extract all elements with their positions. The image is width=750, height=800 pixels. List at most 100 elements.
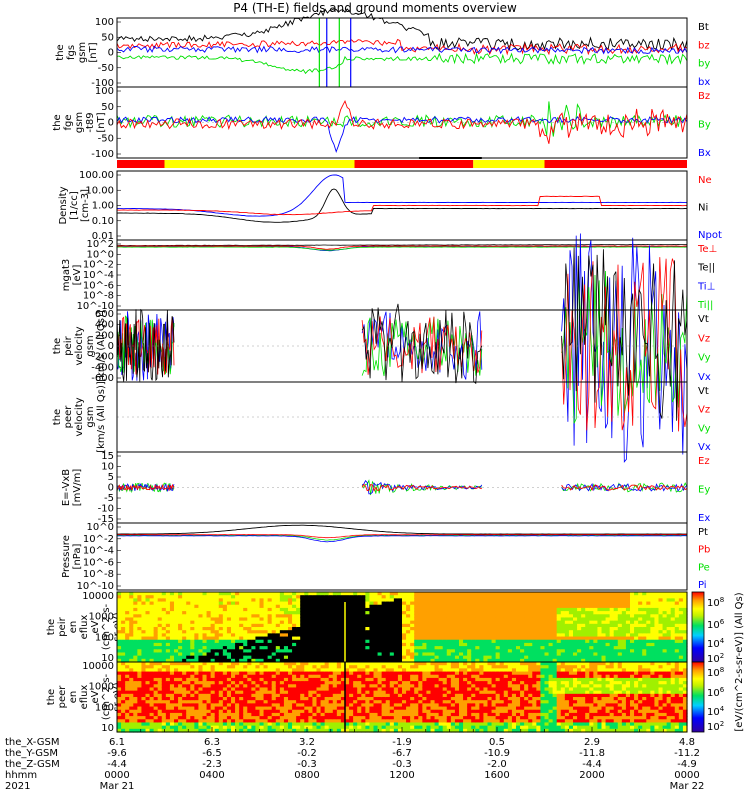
- spectrogram-cell: [222, 712, 228, 717]
- spectrogram-cell: [581, 636, 586, 641]
- spectrogram-cell: [288, 617, 293, 622]
- spectrogram-cell: [304, 728, 309, 733]
- spectrogram-cell: [353, 658, 358, 663]
- spectrogram-cell: [682, 607, 688, 612]
- spectrogram-cell: [336, 690, 342, 695]
- spectrogram-cell: [121, 614, 126, 619]
- spectrogram-cell: [349, 592, 354, 596]
- spectrogram-cell: [564, 623, 570, 628]
- spectrogram-cell: [169, 607, 175, 612]
- spectrogram-cell: [373, 601, 379, 606]
- spectrogram-cell: [540, 636, 546, 641]
- series-pt: [117, 524, 687, 535]
- spectrogram-cell: [650, 607, 656, 612]
- spectrogram-cell: [275, 636, 281, 641]
- spectrogram-cell: [214, 623, 220, 628]
- spectrogram-cell: [511, 614, 517, 619]
- spectrogram-cell: [137, 665, 143, 669]
- spectrogram-cell: [393, 697, 399, 701]
- spectrogram-cell: [678, 658, 684, 663]
- spectrogram-cell: [312, 604, 318, 609]
- spectrogram-cell: [560, 658, 566, 663]
- spectrogram-cell: [520, 658, 525, 663]
- spectrogram-cell: [573, 623, 578, 628]
- spectrogram-cell: [178, 690, 183, 695]
- spectrogram-cell: [206, 668, 212, 673]
- spectrogram-cell: [345, 681, 350, 685]
- spectrogram-cell: [471, 630, 476, 634]
- spectrogram-cell: [340, 620, 346, 625]
- spectrogram-cell: [385, 636, 391, 641]
- spectrogram-cell: [231, 706, 236, 711]
- spectrogram-cell: [308, 709, 314, 714]
- spectrogram-cell: [634, 658, 639, 663]
- spectrogram-cell: [426, 687, 432, 692]
- spectrogram-cell: [454, 639, 460, 644]
- spectrogram-cell: [283, 655, 289, 660]
- spectrogram-cell: [544, 623, 550, 628]
- spectrogram-cell: [422, 719, 428, 724]
- y-axis-label: [1/cc]: [69, 191, 80, 220]
- spectrogram-cell: [646, 658, 651, 663]
- spectrogram-cell: [210, 725, 216, 730]
- spectrogram-cell: [662, 592, 668, 596]
- spectrogram-cell: [117, 719, 122, 724]
- spectrogram-cell: [414, 677, 419, 682]
- spectrogram-cell: [308, 700, 314, 704]
- spectrogram-cell: [548, 658, 554, 663]
- spectrogram-cell: [137, 722, 143, 727]
- spectrogram-cell: [174, 706, 179, 711]
- spectrogram-cell: [487, 614, 493, 619]
- series-vz: [561, 257, 688, 432]
- spectrogram-cell: [161, 681, 167, 685]
- spectrogram-cell: [495, 611, 501, 615]
- spectrogram-cell: [377, 687, 383, 692]
- spectrogram-cell: [324, 592, 330, 596]
- spectrogram-cell: [336, 592, 342, 596]
- spectrogram-cell: [357, 655, 362, 660]
- spectrogram-cell: [393, 687, 399, 692]
- spectrogram-cell: [454, 633, 460, 638]
- series-te-par: [116, 243, 687, 247]
- spectrogram-cell: [369, 706, 375, 711]
- spectrogram-cell: [206, 706, 212, 711]
- spectrogram-cell: [141, 655, 147, 660]
- spectrogram-cell: [165, 725, 171, 730]
- spectrogram-cell: [169, 617, 175, 622]
- spectrogram-cell: [674, 614, 680, 619]
- spectrogram-cell: [263, 617, 269, 622]
- spectrogram-cell: [357, 617, 362, 622]
- spectrogram-cell: [544, 604, 550, 609]
- spectrogram-cell: [336, 725, 342, 730]
- spectrogram-cell: [336, 693, 342, 698]
- spectrogram-cell: [210, 719, 216, 724]
- spectrogram-cell: [674, 595, 680, 599]
- spectrogram-cell: [336, 722, 342, 727]
- spectrogram-cell: [137, 662, 143, 666]
- spectrogram-cell: [226, 722, 232, 727]
- spectrogram-cell: [194, 655, 200, 660]
- spectrogram-cell: [165, 636, 171, 641]
- spectrogram-cell: [283, 719, 289, 724]
- spectrogram-cell: [434, 655, 440, 660]
- spectrogram-cell: [377, 627, 383, 631]
- y-tick-label: 10000: [82, 661, 114, 672]
- spectrogram-cell: [638, 639, 643, 644]
- spectrogram-cell: [222, 665, 228, 669]
- spectrogram-cell: [634, 604, 639, 609]
- spectrogram-cell: [312, 617, 318, 622]
- spectrogram-cell: [369, 642, 375, 647]
- spectrogram-cell: [231, 674, 236, 679]
- spectrogram-cell: [157, 687, 163, 692]
- spectrogram-cell: [304, 722, 309, 727]
- spectrogram-cell: [678, 601, 684, 606]
- spectrogram-cell: [125, 728, 130, 733]
- spectrogram-cell: [324, 684, 330, 689]
- spectrogram-cell: [247, 677, 252, 682]
- spectrogram-cell: [121, 690, 126, 695]
- spectrogram-cell: [357, 607, 362, 612]
- spectrogram-cell: [271, 601, 277, 606]
- spectrogram-cell: [133, 677, 138, 682]
- spectrogram-cell: [263, 674, 269, 679]
- spectrogram-cell: [438, 655, 444, 660]
